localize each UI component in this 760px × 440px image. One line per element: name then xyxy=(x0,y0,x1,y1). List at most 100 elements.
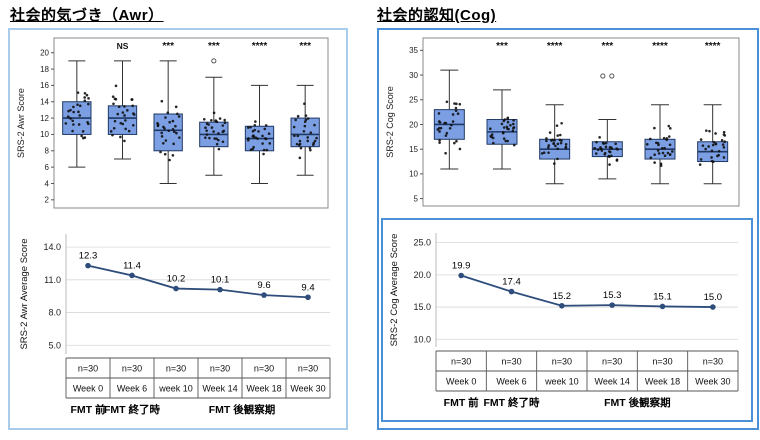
data-dot xyxy=(659,162,663,166)
data-dot xyxy=(660,146,664,150)
data-dot xyxy=(77,110,80,114)
data-dot xyxy=(540,152,544,155)
data-dot xyxy=(608,163,611,166)
phase-label: FMT 後観察期 xyxy=(604,396,671,409)
data-dot xyxy=(602,142,606,145)
y-tick-label: 25 xyxy=(409,96,418,105)
y-tick-label: 20 xyxy=(409,120,418,129)
data-dot xyxy=(67,109,70,113)
data-dot xyxy=(454,106,458,110)
data-dot xyxy=(247,137,250,140)
data-dot xyxy=(610,154,613,158)
significance-label: **** xyxy=(547,41,563,52)
data-dot xyxy=(171,154,175,157)
data-dot xyxy=(453,141,456,145)
data-dot xyxy=(593,146,596,150)
value-label: 15.3 xyxy=(603,290,622,301)
cog-line-chart: 10.0 15.0 20.0 25.0 SRS-2 Cog Average Score 1… xyxy=(384,221,746,415)
y-tick-label: 10.0 xyxy=(413,334,431,344)
data-dot xyxy=(615,147,618,150)
data-dot xyxy=(455,102,458,106)
data-dot xyxy=(556,157,559,161)
data-dot xyxy=(667,135,671,138)
data-dot xyxy=(560,121,563,125)
data-dot xyxy=(547,144,551,147)
data-dot xyxy=(81,130,85,133)
table-cell: n=30 xyxy=(501,357,521,367)
data-dot xyxy=(503,118,507,121)
table-cell: week 10 xyxy=(544,377,579,387)
data-dot xyxy=(156,124,160,128)
data-dot xyxy=(87,97,90,100)
data-dot xyxy=(542,151,546,154)
data-dot xyxy=(717,149,721,153)
data-dot xyxy=(168,120,171,124)
y-tick-label: 6 xyxy=(45,163,50,172)
data-dot xyxy=(303,124,307,128)
data-dot xyxy=(176,112,179,116)
data-dot xyxy=(552,141,555,145)
data-dot xyxy=(126,109,129,112)
data-dot xyxy=(722,130,726,134)
box-group: **** xyxy=(697,41,729,185)
box-group: *** xyxy=(153,41,183,184)
y-tick-label: 11.0 xyxy=(44,275,61,285)
data-dot xyxy=(456,112,460,116)
significance-label: **** xyxy=(705,41,721,52)
line-marker xyxy=(261,292,267,298)
value-label: 9.4 xyxy=(301,282,314,293)
data-dot xyxy=(131,104,134,108)
line-marker xyxy=(710,304,716,310)
data-dot xyxy=(222,129,226,133)
data-dot xyxy=(594,152,598,155)
data-dot xyxy=(504,139,507,143)
data-dot xyxy=(545,137,548,140)
data-dot xyxy=(598,136,601,139)
data-dot xyxy=(492,141,495,145)
data-dot xyxy=(712,140,716,144)
data-dot xyxy=(264,124,268,127)
data-dot xyxy=(490,133,494,136)
data-dot xyxy=(292,125,296,129)
data-dot xyxy=(596,148,600,151)
table-cell: Week 0 xyxy=(73,384,103,394)
data-dot xyxy=(488,127,492,131)
data-dot xyxy=(257,130,260,133)
data-dot xyxy=(502,137,506,140)
data-dot xyxy=(722,146,726,149)
table-cell: n=30 xyxy=(166,364,186,374)
data-dot xyxy=(212,130,215,133)
data-dot xyxy=(119,135,122,139)
y-tick-label: 20 xyxy=(40,49,49,58)
y-tick-label: 10 xyxy=(40,130,49,139)
data-dot xyxy=(177,115,181,118)
y-tick-label: 18 xyxy=(40,65,49,74)
data-dot xyxy=(505,125,509,129)
line-marker xyxy=(85,262,91,269)
y-tick-label: 12 xyxy=(40,114,49,123)
box-group xyxy=(433,69,465,170)
data-dot xyxy=(76,103,79,106)
outlier-circle xyxy=(600,73,606,79)
data-dot xyxy=(71,129,74,133)
table-cell: Week 14 xyxy=(202,384,237,394)
data-dot xyxy=(218,117,222,120)
data-dot xyxy=(547,151,550,154)
data-dot xyxy=(164,139,168,142)
phase-label: FMT 終了時 xyxy=(104,403,160,416)
data-dot xyxy=(298,156,302,160)
data-dot xyxy=(556,147,560,151)
data-dot xyxy=(252,134,255,137)
significance-label: *** xyxy=(496,41,508,52)
outlier-circle xyxy=(211,58,217,64)
data-dot xyxy=(171,127,175,131)
data-dot xyxy=(296,134,300,138)
data-dot xyxy=(556,134,560,137)
data-dot xyxy=(722,156,726,159)
table-cell: n=30 xyxy=(552,357,572,367)
y-tick-label: 16 xyxy=(40,81,49,90)
table-cell: Week 14 xyxy=(594,377,629,387)
data-dot xyxy=(552,162,556,165)
data-dot xyxy=(111,95,115,98)
y-tick-label: 8 xyxy=(45,147,50,156)
